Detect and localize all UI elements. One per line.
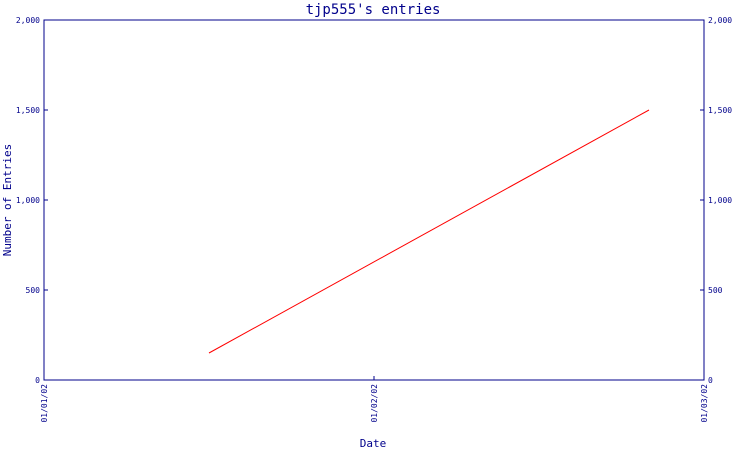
x-tick-label: 01/03/02 — [700, 384, 709, 423]
x-axis: 01/01/02 01/02/02 01/03/02 — [40, 376, 709, 423]
y-tick-label-right: 1,500 — [708, 106, 732, 115]
y-tick-label-right: 0 — [708, 376, 713, 385]
x-tick-label: 01/02/02 — [370, 384, 379, 423]
y-tick-label-left: 0 — [35, 376, 40, 385]
y-tick-label-left: 1,500 — [16, 106, 40, 115]
y-tick-label-left: 1,000 — [16, 196, 40, 205]
y-axis-left: 0 500 1,000 1,500 2,000 — [16, 16, 48, 385]
chart-title: tjp555's entries — [306, 2, 441, 18]
y-axis-label: Number of Entries — [1, 144, 14, 257]
plot-frame — [43, 19, 705, 381]
y-tick-label-right: 500 — [708, 286, 723, 295]
series-group — [208, 109, 650, 354]
y-axis-right: 0 500 1,000 1,500 2,000 — [700, 16, 732, 385]
series-line — [208, 109, 650, 354]
y-tick-label-left: 500 — [26, 286, 41, 295]
x-axis-label: Date — [360, 437, 387, 450]
y-tick-label-right: 1,000 — [708, 196, 732, 205]
x-tick-label: 01/01/02 — [40, 384, 49, 423]
y-tick-label-right: 2,000 — [708, 16, 732, 25]
y-tick-label-left: 2,000 — [16, 16, 40, 25]
